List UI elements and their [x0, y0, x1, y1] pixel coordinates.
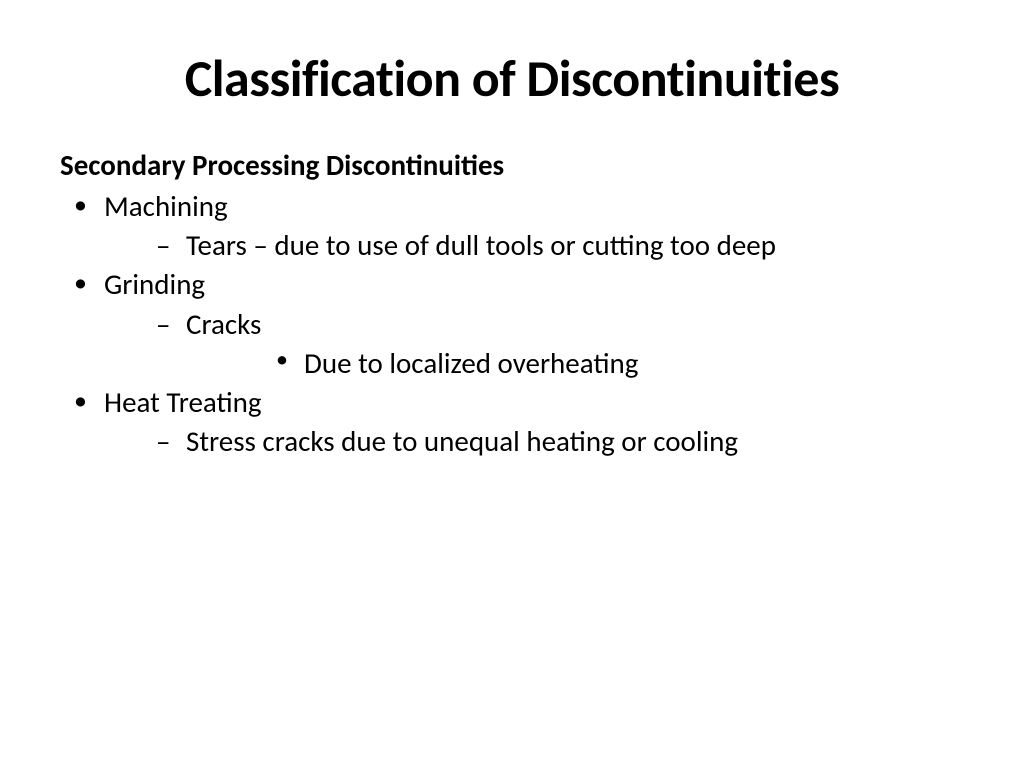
list-item: Heat Treating Stress cracks due to unequ… [60, 383, 964, 461]
slide-title: Classification of Discontinuities [60, 50, 964, 107]
list-item-label: Grinding [104, 266, 205, 302]
slide: Classification of Discontinuities Second… [0, 0, 1024, 768]
list-item-label: Stress cracks due to unequal heating or … [186, 423, 738, 459]
bullet-list: Machining Tears – due to use of dull too… [60, 187, 964, 461]
bullet-list-lvl2: Tears – due to use of dull tools or cutt… [104, 226, 964, 265]
list-item-label: Machining [104, 188, 228, 224]
list-item-label: Heat Treating [104, 384, 262, 420]
list-item: Machining Tears – due to use of dull too… [60, 187, 964, 265]
list-item: Cracks Due to localized overheating [142, 305, 964, 383]
bullet-list-lvl2: Stress cracks due to unequal heating or … [104, 422, 964, 461]
bullet-list-lvl2: Cracks Due to localized overheating [104, 305, 964, 383]
list-item-label: Due to localized overheating [304, 345, 638, 381]
list-item: Tears – due to use of dull tools or cutt… [142, 226, 964, 265]
list-item: Due to localized overheating [262, 344, 964, 383]
list-item-label: Cracks [186, 306, 261, 342]
slide-subheading: Secondary Processing Discontinuities [60, 147, 964, 183]
list-item: Grinding Cracks Due to localized overhea… [60, 265, 964, 382]
list-item-label: Tears – due to use of dull tools or cutt… [186, 227, 776, 263]
list-item: Stress cracks due to unequal heating or … [142, 422, 964, 461]
bullet-list-lvl3: Due to localized overheating [186, 344, 964, 383]
